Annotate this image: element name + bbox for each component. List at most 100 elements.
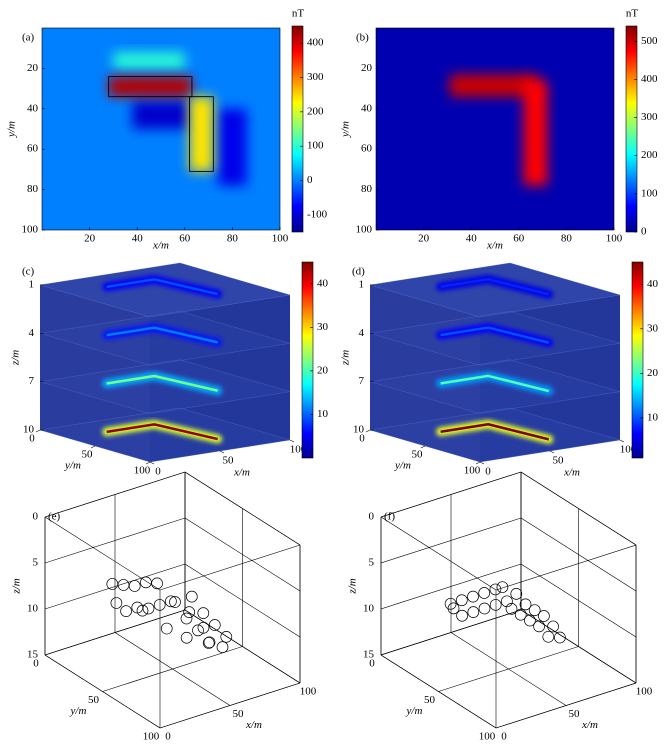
x-tick-label: 0 (155, 466, 161, 478)
colorbar-tick-label: -100 (307, 208, 328, 220)
grid-line (520, 517, 637, 592)
box-edge (380, 471, 522, 518)
point (208, 619, 221, 631)
x-tick-label: 0 (165, 731, 171, 743)
y-tick-label: 0 (359, 433, 365, 445)
box-edge (44, 516, 161, 591)
x-tick (619, 439, 625, 443)
heatmap-body (523, 80, 548, 186)
point (455, 594, 468, 607)
y-tick-label: 60 (361, 143, 373, 155)
y-tick (475, 461, 481, 465)
y-tick (365, 429, 371, 433)
x-tick-label: 50 (553, 455, 565, 467)
grid-line (520, 563, 637, 638)
panel-label: (a) (22, 32, 35, 44)
point (197, 607, 210, 619)
box-edge (495, 682, 637, 729)
x-tick-label: 100 (606, 233, 623, 245)
point (447, 602, 460, 615)
heatmap-body (108, 76, 192, 97)
heatmap-body (189, 96, 214, 172)
x-tick-label: 0 (485, 466, 491, 478)
z-tick-label: 1 (29, 279, 35, 291)
point (153, 599, 166, 611)
x-tick-label: 20 (84, 233, 96, 245)
slice-anomaly (106, 278, 218, 296)
z-tick-label: 4 (359, 327, 365, 339)
point (514, 608, 527, 621)
axes-frame (375, 27, 615, 231)
y-axis-label: y/m (6, 121, 18, 138)
y-tick-label: 100 (464, 465, 481, 477)
y-tick-label: 0 (369, 658, 375, 670)
point (216, 641, 229, 653)
x-axis-label: x/m (245, 719, 262, 731)
slice (39, 359, 291, 414)
z-axis-label: z/m (340, 350, 352, 366)
colorbar-tick-label: 300 (641, 111, 658, 123)
colorbar-tick-label: 500 (641, 35, 658, 47)
y-tick-label: 20 (361, 62, 373, 74)
point (136, 604, 149, 617)
z-axis-label: z/m (10, 350, 22, 366)
point (538, 610, 550, 622)
point (478, 602, 491, 615)
grid-line (44, 563, 186, 610)
slice-anomaly (106, 374, 218, 392)
point (120, 605, 132, 617)
colorbar-tick-label: 20 (317, 364, 329, 376)
y-tick-label: 0 (33, 658, 39, 670)
x-tick-label: 40 (132, 233, 144, 245)
slice (369, 262, 621, 318)
grid-line (438, 646, 579, 692)
box-edge (380, 516, 497, 591)
x-tick (549, 450, 555, 454)
colorbar-tick-label: 400 (307, 37, 324, 49)
grid-line (380, 517, 522, 564)
grid-line (44, 517, 186, 564)
x-tick-label: 40 (466, 233, 478, 245)
heatmap-body (449, 74, 538, 97)
colorbar-tick-label: 200 (307, 105, 324, 117)
y-axis-label: y/m (70, 705, 87, 717)
point (203, 636, 216, 649)
box-edge (184, 471, 301, 546)
panel-label: (e) (48, 511, 61, 523)
colorbar-tick-label: 100 (307, 140, 324, 152)
volume-top-face (40, 263, 290, 317)
z-tick-label: 1 (359, 279, 365, 291)
colorbar-tick-label: 40 (317, 277, 329, 289)
z-tick-label: 0 (369, 511, 375, 523)
y-tick-label: 40 (361, 102, 373, 114)
x-axis-label: x/m (563, 467, 580, 479)
grid-line (184, 563, 301, 638)
box-edge (380, 654, 497, 729)
colorbar-tick-label: 400 (641, 73, 658, 85)
y-tick-label: 0 (29, 433, 35, 445)
point (524, 614, 536, 627)
z-tick-label: 10 (363, 603, 375, 615)
z-tick-label: 5 (369, 557, 375, 569)
slice-anomaly (106, 326, 218, 344)
z-axis-label: z/m (11, 578, 23, 594)
x-tick-label: 100 (300, 686, 317, 698)
point (496, 581, 509, 594)
colorbar-tick-label: 40 (647, 278, 659, 290)
colorbar (631, 261, 644, 459)
point (489, 599, 502, 611)
x-tick (149, 461, 155, 465)
slice (369, 311, 621, 366)
z-tick-label: 10 (23, 424, 35, 436)
colorbar-tick-label: 30 (317, 321, 329, 333)
grid-line (380, 563, 522, 610)
z-tick-label: 0 (33, 511, 39, 523)
y-tick (90, 445, 96, 449)
point (140, 576, 152, 589)
point (547, 620, 559, 633)
colorbar-tick-label: 30 (647, 322, 659, 334)
z-tick-label: 10 (353, 424, 365, 436)
heatmap-background (376, 28, 614, 230)
point (128, 580, 141, 592)
x-tick-label: 100 (272, 233, 289, 245)
